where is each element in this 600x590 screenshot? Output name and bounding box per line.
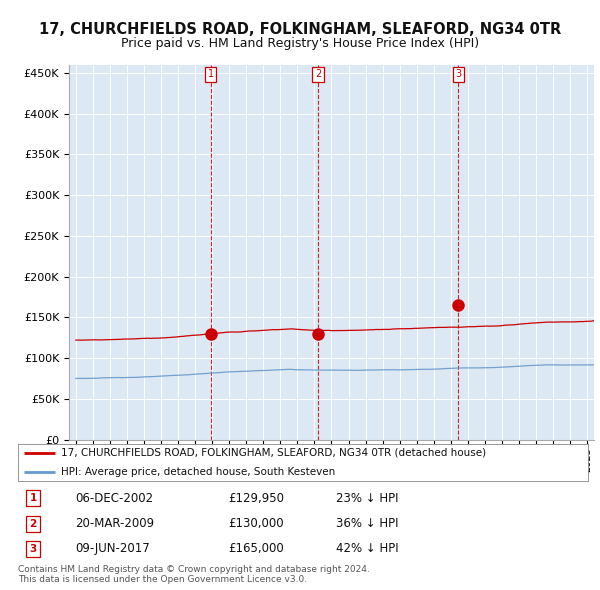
Text: HPI: Average price, detached house, South Kesteven: HPI: Average price, detached house, Sout… bbox=[61, 467, 335, 477]
Text: 17, CHURCHFIELDS ROAD, FOLKINGHAM, SLEAFORD, NG34 0TR: 17, CHURCHFIELDS ROAD, FOLKINGHAM, SLEAF… bbox=[39, 22, 561, 37]
Text: 06-DEC-2002: 06-DEC-2002 bbox=[75, 491, 153, 505]
Text: Price paid vs. HM Land Registry's House Price Index (HPI): Price paid vs. HM Land Registry's House … bbox=[121, 37, 479, 50]
Text: 17, CHURCHFIELDS ROAD, FOLKINGHAM, SLEAFORD, NG34 0TR (detached house): 17, CHURCHFIELDS ROAD, FOLKINGHAM, SLEAF… bbox=[61, 448, 486, 458]
Text: 3: 3 bbox=[455, 69, 461, 79]
Text: Contains HM Land Registry data © Crown copyright and database right 2024.
This d: Contains HM Land Registry data © Crown c… bbox=[18, 565, 370, 584]
Text: 23% ↓ HPI: 23% ↓ HPI bbox=[336, 491, 398, 505]
Text: 2: 2 bbox=[315, 69, 321, 79]
Text: 2: 2 bbox=[29, 519, 37, 529]
Text: £130,000: £130,000 bbox=[228, 517, 284, 530]
Text: 09-JUN-2017: 09-JUN-2017 bbox=[75, 542, 150, 556]
Text: 42% ↓ HPI: 42% ↓ HPI bbox=[336, 542, 398, 556]
Text: 1: 1 bbox=[29, 493, 37, 503]
Text: 36% ↓ HPI: 36% ↓ HPI bbox=[336, 517, 398, 530]
Text: 1: 1 bbox=[208, 69, 214, 79]
Text: £165,000: £165,000 bbox=[228, 542, 284, 556]
Text: 3: 3 bbox=[29, 544, 37, 554]
Text: £129,950: £129,950 bbox=[228, 491, 284, 505]
Text: 20-MAR-2009: 20-MAR-2009 bbox=[75, 517, 154, 530]
